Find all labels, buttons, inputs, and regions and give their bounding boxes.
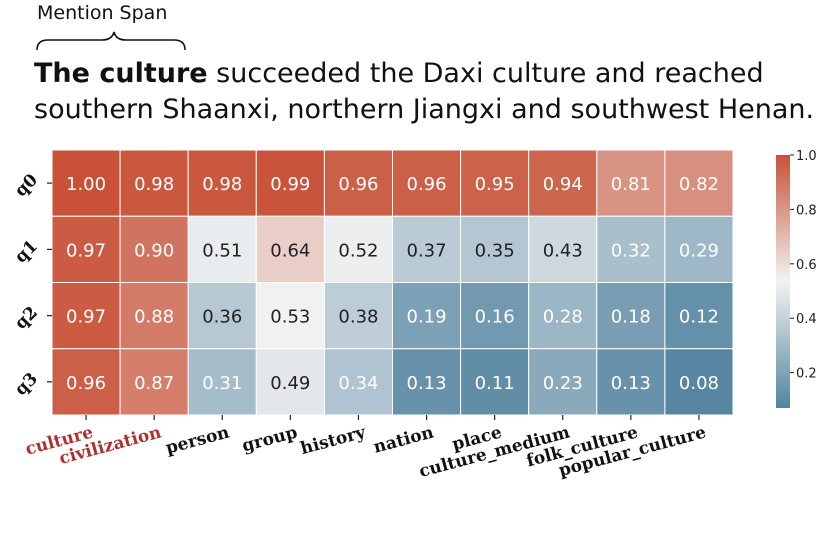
heatmap-cell: [460, 149, 530, 217]
cell-value-label: 0.13: [407, 373, 447, 394]
heatmap-cell: [51, 215, 121, 283]
cell-value-label: 0.82: [679, 174, 719, 195]
cell-value-label: 0.98: [202, 174, 242, 195]
heatmap-cell: [596, 215, 666, 283]
cell-value-label: 0.32: [611, 240, 651, 261]
row-label: q0: [11, 170, 42, 201]
heatmap-cell: [255, 215, 325, 283]
cell-value-label: 0.88: [134, 307, 174, 328]
colorbar-tick-label: 1.0: [796, 149, 817, 164]
cell-value-label: 0.16: [475, 307, 515, 328]
colorbar-tick-label: 0.8: [796, 203, 817, 218]
heatmap-cell: [596, 282, 666, 350]
cell-value-label: 0.38: [338, 307, 378, 328]
column-label: nation: [371, 423, 435, 458]
cell-value-label: 0.87: [134, 373, 174, 394]
heatmap-cell: [460, 348, 530, 416]
colorbar-tick-label: 0.2: [796, 367, 817, 382]
heatmap-cell: [51, 149, 121, 217]
heatmap-cell: [187, 282, 257, 350]
cell-value-label: 0.51: [202, 240, 242, 261]
heatmap-cell: [460, 215, 530, 283]
heatmap-cell: [255, 282, 325, 350]
cell-value-label: 0.97: [66, 240, 106, 261]
cell-value-label: 0.90: [134, 240, 174, 261]
heatmap-cell: [528, 215, 598, 283]
cell-value-label: 0.18: [611, 307, 651, 328]
colorbar-gradient: [776, 155, 790, 408]
heatmap-cell: [664, 215, 734, 283]
cell-value-label: 0.64: [270, 240, 310, 261]
cell-value-label: 0.08: [679, 373, 719, 394]
example-sentence: The culture succeeded the Daxi culture a…: [34, 56, 814, 128]
column-label: history: [298, 422, 368, 459]
cell-value-label: 0.23: [543, 373, 583, 394]
cell-value-label: 0.98: [134, 174, 174, 195]
colorbar-tick-label: 0.4: [796, 312, 817, 327]
cell-value-label: 0.28: [543, 307, 583, 328]
heatmap-cell: [323, 215, 393, 283]
heatmap-cell-labels: 1.00 0.98 0.98 0.99 0.96 0.96 0.95 0.94 0.81 0.82…: [66, 174, 719, 394]
cell-value-label: 0.94: [543, 174, 583, 195]
mention-span-text: The culture: [34, 58, 208, 89]
heatmap-cell: [255, 348, 325, 416]
mention-span-label: Mention Span: [37, 2, 168, 24]
cell-value-label: 0.95: [475, 174, 515, 195]
sentence-line-1: The culture succeeded the Daxi culture a…: [34, 56, 814, 92]
heatmap-cell: [392, 149, 462, 217]
heatmap-cell: [528, 149, 598, 217]
heatmap-cell: [187, 215, 257, 283]
cell-value-label: 0.96: [66, 373, 106, 394]
cell-value-label: 0.34: [338, 373, 378, 394]
heatmap-cell: [187, 348, 257, 416]
row-label: q1: [11, 236, 42, 267]
heatmap-cell: [392, 348, 462, 416]
cell-value-label: 0.53: [270, 307, 310, 328]
heatmap-cell: [664, 149, 734, 217]
cell-value-label: 0.13: [611, 373, 651, 394]
cell-value-label: 0.11: [475, 373, 515, 394]
cell-value-label: 0.96: [338, 174, 378, 195]
row-label: q3: [11, 369, 42, 400]
brace-icon: [36, 31, 186, 51]
heatmap-cell: [323, 149, 393, 217]
cell-value-label: 0.43: [543, 240, 583, 261]
sentence-line-1-rest: succeeded the Daxi culture and reached: [207, 58, 764, 89]
heatmap-cell: [119, 282, 189, 350]
cell-value-label: 0.52: [338, 240, 378, 261]
column-label: person: [164, 423, 232, 459]
cell-value-label: 0.19: [407, 307, 447, 328]
heatmap-cell: [528, 282, 598, 350]
heatmap-cell: [51, 282, 121, 350]
heatmap-cell: [664, 282, 734, 350]
cell-value-label: 1.00: [66, 174, 106, 195]
heatmap-cell: [664, 348, 734, 416]
sentence-line-2: southern Shaanxi, northern Jiangxi and s…: [34, 94, 815, 125]
row-labels: q0 q1 q2 q3: [11, 170, 52, 400]
heatmap-cell: [119, 215, 189, 283]
cell-value-label: 0.35: [475, 240, 515, 261]
heatmap-cell: [596, 348, 666, 416]
colorbar-tick-label: 0.6: [796, 258, 817, 273]
cell-value-label: 0.36: [202, 307, 242, 328]
cell-value-label: 0.81: [611, 174, 651, 195]
cell-value-label: 0.37: [407, 240, 447, 261]
cell-value-label: 0.29: [679, 240, 719, 261]
column-label: group: [240, 422, 300, 456]
cell-value-label: 0.12: [679, 307, 719, 328]
cell-value-label: 0.96: [407, 174, 447, 195]
heatmap-cells: [51, 149, 734, 416]
row-label: q2: [11, 303, 42, 334]
cell-value-label: 0.97: [66, 307, 106, 328]
heatmap-cell: [460, 282, 530, 350]
cell-value-label: 0.49: [270, 373, 310, 394]
heatmap-cell: [392, 215, 462, 283]
cell-value-label: 0.31: [202, 373, 242, 394]
colorbar: 1.0 0.8 0.6 0.4 0.2: [776, 149, 817, 408]
cell-value-label: 0.99: [270, 174, 310, 195]
